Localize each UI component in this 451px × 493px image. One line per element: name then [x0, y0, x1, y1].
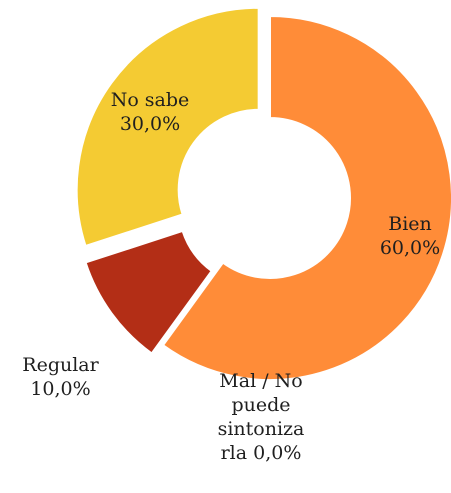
label-bien-name: Bien: [388, 213, 432, 235]
label-mal-line-3: sintoniza: [217, 418, 305, 440]
label-nosabe-name: No sabe: [110, 89, 190, 111]
slice-0: [161, 14, 451, 381]
slice-2: [84, 229, 214, 355]
label-mal-line-2: puede: [231, 394, 291, 416]
label-regular: Regular 10,0%: [8, 353, 113, 401]
label-mal-line-1: Mal / No: [219, 370, 303, 392]
label-bien: Bien 60,0%: [365, 212, 451, 260]
label-regular-value: 10,0%: [30, 378, 91, 400]
label-bien-value: 60,0%: [379, 237, 441, 259]
label-nosabe-value: 30,0%: [119, 113, 181, 135]
slice-3: [75, 6, 260, 248]
label-regular-name: Regular: [22, 354, 99, 376]
label-mal: Mal / No puede sintoniza rla 0,0%: [205, 369, 317, 465]
label-nosabe: No sabe 30,0%: [95, 88, 205, 136]
label-mal-line-4: rla 0,0%: [220, 442, 302, 464]
